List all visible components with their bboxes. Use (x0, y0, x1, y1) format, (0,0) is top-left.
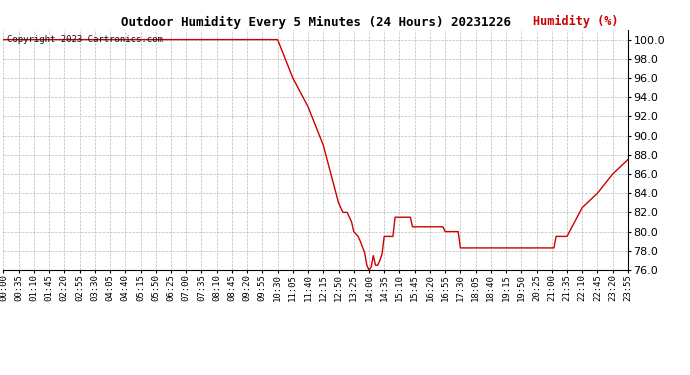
Text: Humidity (%): Humidity (%) (533, 15, 618, 28)
Text: Copyright 2023 Cartronics.com: Copyright 2023 Cartronics.com (7, 35, 162, 44)
Title: Outdoor Humidity Every 5 Minutes (24 Hours) 20231226: Outdoor Humidity Every 5 Minutes (24 Hou… (121, 16, 511, 29)
